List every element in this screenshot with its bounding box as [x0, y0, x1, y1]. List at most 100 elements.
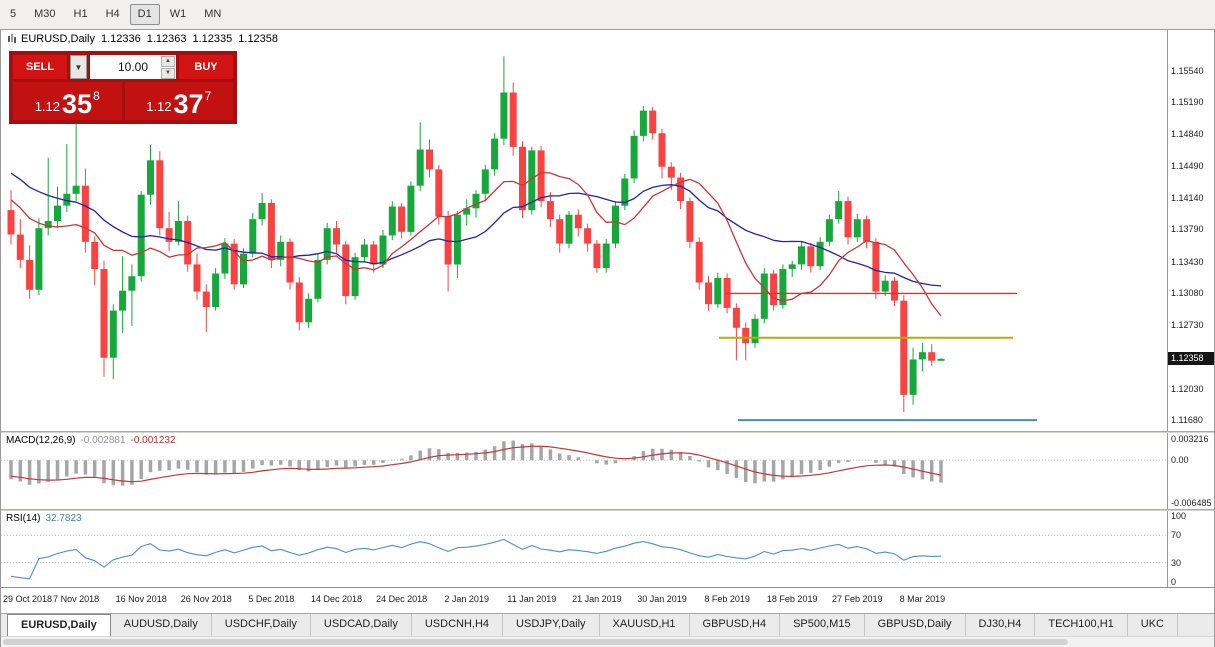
chart-tabs: EURUSD,Daily AUDUSD,Daily USDCHF,Daily USDC…	[1, 613, 1214, 637]
timeframe-button-mn[interactable]: MN	[204, 8, 222, 20]
price-axis-label: 1.14140	[1171, 192, 1204, 203]
macd-chart[interactable]	[1, 433, 1167, 514]
chart-tab-9[interactable]: GBPUSD,Daily	[865, 614, 966, 637]
chart-tab-7[interactable]: GBPUSD,H4	[690, 614, 781, 637]
bar-low-value: 1.12335	[192, 33, 233, 45]
pane-splitter[interactable]	[1, 509, 1214, 511]
macd-main-value: -0.002881	[80, 435, 126, 446]
chart-tab-3[interactable]: USDCAD,Daily	[311, 614, 412, 637]
chart-tab-2[interactable]: USDCHF,Daily	[212, 614, 311, 637]
rsi-value: 32.7823	[45, 513, 82, 524]
date-axis-label: 14 Dec 2018	[310, 594, 363, 604]
one-click-trading-panel: SELL ▼ 10.00 ▲ ▼ BUY 1.12 35 8	[9, 51, 237, 124]
chart-icon	[7, 34, 17, 44]
macd-signal-value: -0.001232	[130, 435, 176, 446]
sell-price-display[interactable]: 1.12 35 8	[13, 82, 122, 120]
chevron-down-icon: ▼	[74, 62, 83, 72]
date-axis-label: 27 Feb 2019	[832, 594, 883, 604]
price-axis-label: 1.12030	[1171, 383, 1204, 394]
macd-axis[interactable]: 0.003216 0.00 -0.006485	[1167, 433, 1214, 509]
rsi-indicator-pane: RSI(14) 32.7823 100 70 30 0	[1, 511, 1214, 587]
rsi-axis-label: 0	[1171, 577, 1177, 587]
date-axis-label: 18 Feb 2019	[766, 594, 818, 604]
spinner-up-icon[interactable]: ▲	[161, 56, 175, 67]
timeframe-button-5[interactable]: 5	[10, 8, 17, 20]
timeframe-button-w1[interactable]: W1	[169, 8, 187, 20]
date-axis-label: 8 Mar 2019	[899, 594, 946, 604]
bar-close-value: 1.12358	[238, 33, 279, 45]
date-axis-label: 30 Jan 2019	[637, 594, 687, 604]
chart-tab-5[interactable]: USDJPY,Daily	[503, 614, 600, 637]
chart-tab-10[interactable]: DJ30,H4	[966, 614, 1036, 637]
date-axis-label: 11 Jan 2019	[507, 594, 557, 604]
rsi-line	[10, 538, 942, 580]
ma-fast-line	[10, 171, 942, 317]
rsi-axis-label: 30	[1171, 557, 1182, 568]
chart-tab-1[interactable]: AUDUSD,Daily	[111, 614, 212, 637]
chart-tab-4[interactable]: USDCNH,H4	[412, 614, 504, 637]
chart-tab-0[interactable]: EURUSD,Daily	[7, 614, 111, 637]
date-axis-label: 26 Nov 2018	[180, 594, 232, 604]
volume-spinner[interactable]: ▲ ▼	[161, 56, 175, 79]
chart-header: EURUSD,Daily 1.12336 1.12363 1.12335 1.1…	[7, 33, 278, 45]
macd-signal-line	[10, 445, 942, 483]
buy-button[interactable]: BUY	[179, 55, 233, 79]
date-axis-label: 24 Dec 2018	[376, 594, 428, 604]
date-axis-label: 8 Feb 2019	[704, 594, 750, 604]
macd-title: MACD(12,26,9) -0.002881 -0.001232	[6, 435, 176, 446]
sell-price-pipette: 8	[93, 89, 100, 103]
chart-tab-6[interactable]: XAUUSD,H1	[600, 614, 690, 637]
macd-axis-label: 0.003216	[1171, 434, 1209, 444]
date-axis[interactable]: 29 Oct 2018 7 Nov 2018 16 Nov 2018 26 Nov 2…	[1, 587, 1214, 614]
horizontal-scrollbar[interactable]	[1, 636, 1214, 647]
buy-price-display[interactable]: 1.12 37 7	[124, 82, 233, 120]
date-axis-label: 5 Dec 2018	[248, 594, 295, 604]
spinner-down-icon[interactable]: ▼	[161, 68, 175, 79]
macd-axis-label: 0.00	[1171, 455, 1189, 466]
timeframe-button-h1[interactable]: H1	[73, 8, 88, 20]
timeframe-toolbar: 5 M30 H1 H4 D1 W1 MN	[0, 0, 1215, 30]
rsi-chart[interactable]	[1, 511, 1167, 592]
volume-value: 10.00	[117, 60, 149, 74]
price-axis-label: 1.13430	[1171, 256, 1204, 267]
bar-open-value: 1.12336	[100, 33, 141, 45]
date-axis-label: 2 Jan 2019	[444, 594, 489, 604]
chart-tab-11[interactable]: TECH100,H1	[1035, 614, 1128, 637]
ma-slow-line	[10, 172, 942, 287]
price-axis-label: 1.14490	[1171, 160, 1204, 171]
pane-splitter[interactable]	[1, 431, 1214, 433]
chart-tab-8[interactable]: SP500,M15	[780, 614, 865, 637]
rsi-axis-label: 100	[1171, 511, 1187, 521]
buy-price-base: 1.12	[146, 99, 172, 114]
macd-label: MACD(12,26,9)	[6, 435, 76, 446]
price-axis-label: 1.15190	[1171, 97, 1204, 108]
buy-price-pips: 37	[173, 89, 204, 119]
price-axis-label: 1.13790	[1171, 224, 1204, 235]
rsi-label: RSI(14)	[6, 513, 41, 524]
price-axis-label: 1.12730	[1171, 320, 1204, 331]
price-axis-label: 1.15540	[1171, 65, 1204, 76]
price-axis-label: 1.11680	[1171, 415, 1203, 426]
date-axis-label: 7 Nov 2018	[53, 594, 100, 604]
rsi-axis[interactable]: 100 70 30 0	[1167, 511, 1214, 587]
main-chart-pane: EURUSD,Daily 1.12336 1.12363 1.12335 1.1…	[1, 30, 1214, 431]
timeframe-button-m30[interactable]: M30	[34, 8, 56, 20]
date-axis-label: 21 Jan 2019	[572, 594, 622, 604]
timeframe-button-h4[interactable]: H4	[105, 8, 120, 20]
scrollbar-thumb[interactable]	[3, 639, 1068, 645]
price-axis-label: 1.14840	[1171, 129, 1204, 140]
timeframe-button-d1[interactable]: D1	[129, 4, 160, 25]
volume-input[interactable]: 10.00 ▲ ▼	[90, 55, 176, 79]
sell-price-base: 1.12	[34, 99, 61, 114]
macd-axis-label: -0.006485	[1171, 498, 1212, 508]
candlestick-chart[interactable]	[1, 30, 1167, 436]
rsi-axis-label: 70	[1171, 530, 1182, 541]
chart-tab-12[interactable]: UKC	[1128, 614, 1178, 637]
price-axis[interactable]: 1.12358 1.15540 1.15190 1.14840 1.14490 1.14…	[1167, 30, 1214, 431]
sell-button[interactable]: SELL	[13, 55, 67, 79]
bar-high-value: 1.12363	[146, 33, 187, 45]
date-axis-label: 16 Nov 2018	[115, 594, 167, 604]
volume-dropdown-button[interactable]: ▼	[70, 55, 87, 79]
price-axis-label: 1.13080	[1171, 288, 1204, 299]
